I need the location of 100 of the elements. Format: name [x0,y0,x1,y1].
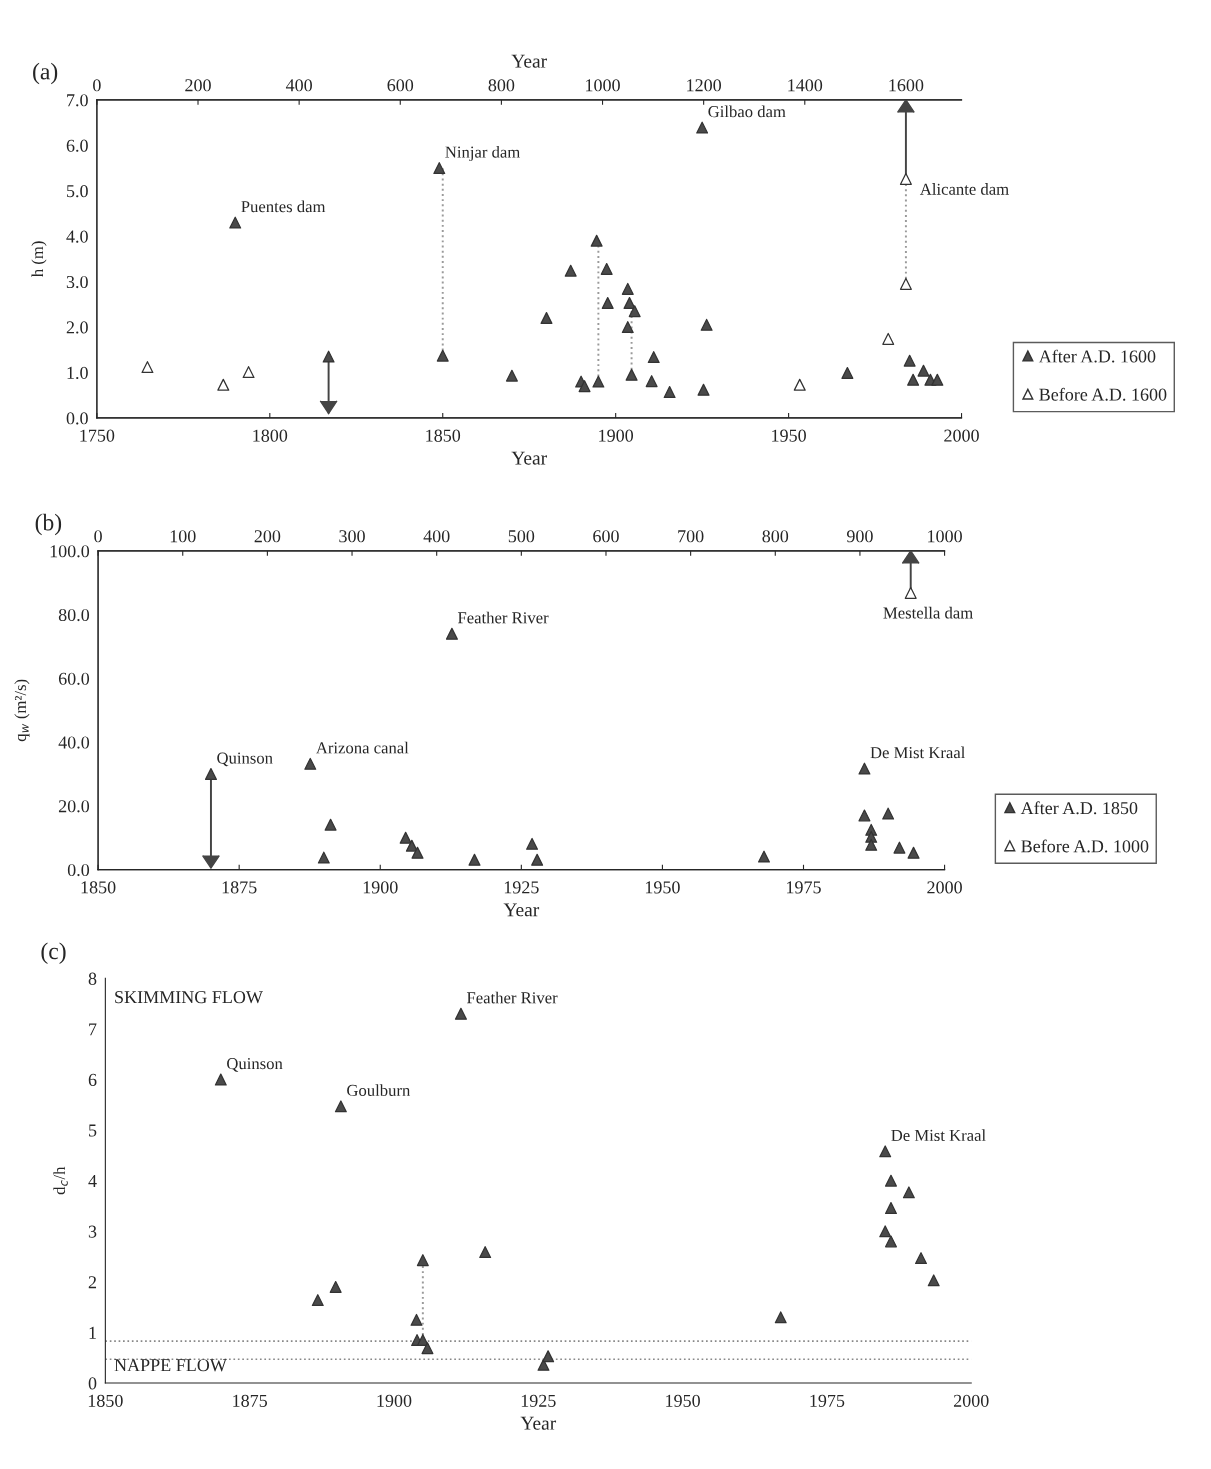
x-tick-label: 1900 [599,429,634,442]
x-tick-label: 1800 [253,429,288,442]
annotation: Arizona canal [316,741,409,754]
x2-tick-label: 400 [423,530,450,543]
x2-tick-label: 200 [254,530,281,543]
y-tick-label: 100.0 [50,545,90,558]
point [917,364,930,377]
annotation: Gilbao dam [708,105,786,118]
point [663,386,676,399]
x-tick-label: 1900 [363,881,398,894]
point [882,807,895,820]
point [628,305,641,318]
x-tick-label: 1950 [666,1394,700,1407]
y-axis-title: q$_{w}$ (m²/s) [14,679,30,742]
annotation: De Mist Kraal [891,1129,986,1142]
point [411,846,424,859]
y-tick-label: 8 [88,972,97,985]
point [204,768,217,781]
point [214,1073,227,1086]
y-tick-label: 2.0 [66,321,88,334]
y-tick-label: 7 [89,1023,97,1036]
x2-tick-label: 700 [678,530,704,543]
point [879,1225,892,1238]
x-tick-label: 1975 [787,881,821,894]
annotation: Feather River [466,991,558,1004]
x-tick-label: 1850 [81,881,116,894]
x2-tick-label: 1400 [788,79,823,92]
point [774,1311,787,1324]
point [914,1252,928,1265]
x2-tick-label: 800 [488,79,515,92]
point [416,1254,429,1267]
point [436,349,449,362]
x2-tick-label: 1600 [889,79,924,92]
chart-title: (c) [41,942,66,964]
y-tick-label: 3.0 [66,275,88,289]
y-tick-label: 5.0 [67,185,88,198]
point [601,296,614,309]
point [858,762,871,775]
y-tick-label: 20.0 [58,800,90,813]
y-tick-label: 5 [89,1124,97,1137]
annotation: Quinson [217,752,273,767]
point [526,837,539,850]
x-tick-label: 1950 [772,429,806,442]
x-tick-label: 1850 [88,1394,123,1407]
point [858,809,871,822]
chart-title: (a) [33,62,58,85]
point [421,1342,434,1355]
x2-tick-label: 1000 [928,530,962,543]
x-tick-label: 1875 [233,1394,268,1407]
point [645,375,658,388]
point [304,757,317,770]
point [329,1280,342,1293]
y-tick-label: 4 [88,1175,97,1187]
point [623,296,636,309]
x2-tick-label: 400 [285,79,312,92]
x-tick-label: 1925 [521,1394,556,1407]
annotation: SKIMMING FLOW [115,991,263,1004]
annotation: Feather River [457,611,549,624]
y-tick-label: 7.0 [67,94,88,107]
annotation: De Mist Kraal [870,746,966,759]
y-tick-label: 80.0 [58,608,90,622]
x2-axis-title: Year [511,54,547,68]
point [454,1007,467,1020]
legend-label: After A.D. 1850 [1020,801,1138,815]
point [590,234,603,247]
point [592,375,605,388]
annotation: Ninjar dam [445,145,521,162]
annotation: Mestella dam [883,606,973,619]
point [410,1313,423,1326]
y-tick-label: 0.0 [67,863,90,877]
point [884,1235,897,1248]
point [907,846,920,859]
y-tick-label: 0 [88,1377,97,1390]
point [229,216,242,229]
point [903,354,916,367]
point [841,366,854,379]
y-tick-label: 6.0 [66,139,88,152]
x2-tick-label: 900 [846,530,873,543]
point [865,838,878,851]
point [696,121,709,134]
y-axis-title: d$_{c}$/h [53,1166,68,1195]
point [647,351,660,364]
chart-title: (b) [35,513,62,536]
x-tick-label: 2000 [953,1394,989,1407]
x-tick-label: 1925 [504,881,539,894]
y-tick-label: 3 [88,1225,97,1238]
point [405,839,418,852]
point [537,1358,550,1371]
point [322,350,335,363]
legend-label: Before A.D. 1000 [1021,839,1149,853]
annotation: NAPPE FLOW [114,1359,227,1372]
point [564,264,577,277]
y-tick-label: 2 [88,1276,97,1289]
y-tick-label: 1 [89,1326,96,1339]
point [621,282,634,295]
point [505,369,518,382]
point [697,383,710,396]
x2-tick-label: 300 [339,530,365,543]
point [311,1294,324,1307]
x-tick-label: 1750 [80,429,115,442]
